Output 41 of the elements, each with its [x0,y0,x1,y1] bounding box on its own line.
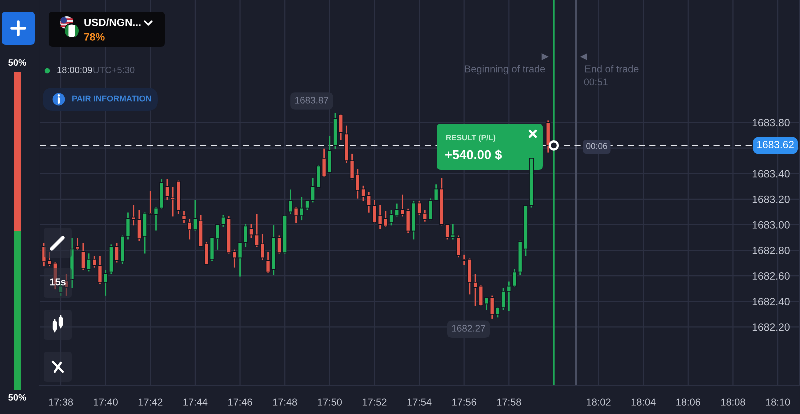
y-tick-label: 1682.20 [752,324,790,332]
ref-line-label: Beginning of trade [465,65,546,75]
annotation: PAIR INFORMATION [72,96,152,102]
x-tick-label: 17:52 [362,398,387,406]
annotation: 15s [50,278,66,286]
text: 78% [84,33,105,41]
ref-line-label: End of trade [586,65,639,73]
y-tick-label: 1683.80 [752,119,790,127]
candlestick [182,211,187,224]
ref-line-label: 1683.62 [758,141,794,149]
y-tick-label: 1682.40 [752,298,790,306]
y-tick-label: 1683.20 [752,196,790,204]
annotation: UTC+5:30 [94,66,135,74]
x-tick-label: 18:08 [721,398,746,406]
x-tick-label: 17:40 [94,398,118,406]
annotation: 00:06 [586,143,608,150]
x-tick-label: 18:10 [766,398,790,406]
y-tick-label: 1682.80 [752,246,790,254]
data-label: 50% [8,60,26,66]
x-tick-label: 17:48 [273,398,298,406]
x-tick-label: 18:04 [632,398,656,406]
y-tick-label: 1683.40 [752,170,790,178]
x-tick-label: 17:46 [228,398,252,406]
data-label: 50% [8,394,26,401]
x-tick-label: 17:44 [184,398,208,406]
annotation: 00:51 [584,78,608,86]
x-tick-label: 18:06 [676,398,700,406]
x-tick-label: 17:56 [452,398,476,406]
y-tick-label: 1683.00 [752,221,790,229]
x-tick-label: 17:58 [497,398,522,406]
x-tick-label: 17:38 [49,398,74,406]
y-tick-label: 1682.60 [752,272,790,280]
x-tick-label: 17:42 [138,398,163,406]
annotation: 18:00:09 [58,66,92,74]
x-tick-label: 17:50 [318,398,342,406]
annotation: 1683.87 [296,97,328,104]
annotation: 1682.27 [452,325,486,332]
text: USD/NGN... [84,18,141,26]
annotation: +540.00 $ [446,150,502,160]
x-tick-label: 17:54 [408,398,432,406]
x-tick-label: 18:02 [587,398,611,406]
